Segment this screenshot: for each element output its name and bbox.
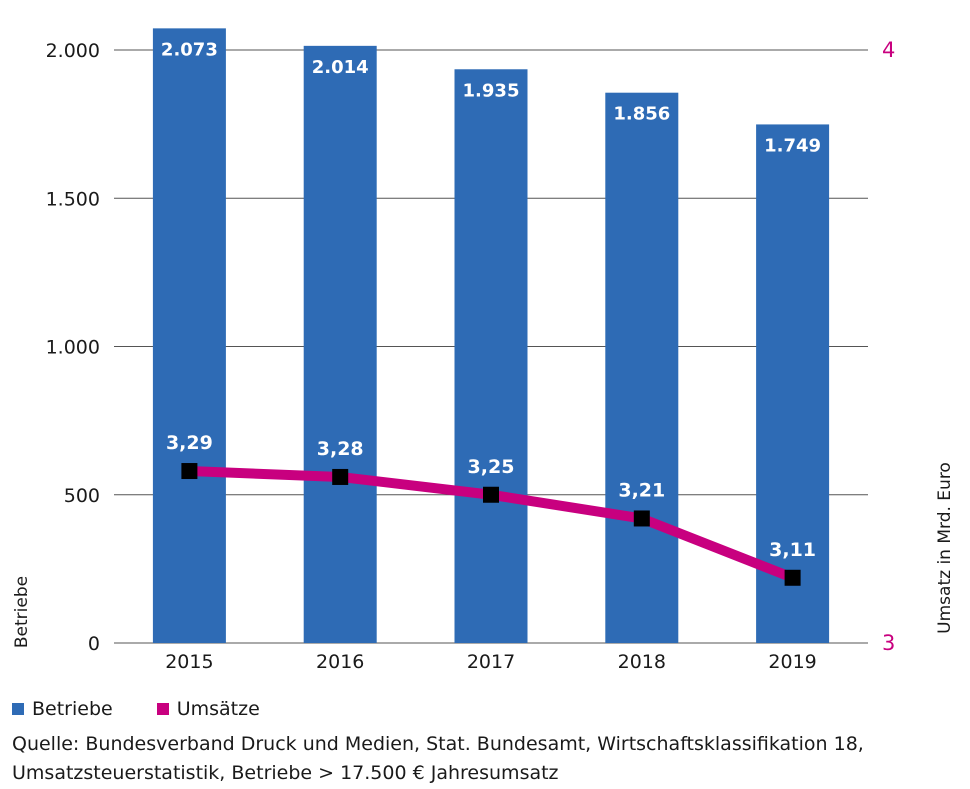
bar-value-label: 1.856 [613, 104, 670, 125]
chart: 0 500 1.000 1.500 2.000 3 4 Betriebe Umsatz in M… [12, 28, 955, 673]
line-value-label: 3,25 [468, 456, 515, 478]
legend-swatch-umsaetze [156, 703, 169, 715]
legend-label-betriebe: Betriebe [32, 698, 113, 720]
line-marker-2019 [784, 569, 801, 586]
bar-value-label: 2.014 [312, 57, 369, 78]
y-left-tick-label: 0 [88, 633, 100, 655]
y-left-tick-label: 2.000 [46, 40, 100, 62]
bar-value-label: 1.935 [463, 80, 520, 101]
y-left-tick-label: 1.000 [46, 337, 100, 359]
legend-item-betriebe: Betriebe [12, 698, 113, 720]
x-tick-label: 2015 [165, 651, 213, 673]
line-marker-2017 [483, 486, 499, 503]
line-value-label: 3,28 [317, 438, 364, 460]
x-tick-label: 2019 [768, 651, 816, 673]
y-left-tick-label: 500 [64, 485, 100, 507]
bar-2017 [454, 69, 528, 643]
x-tick-label: 2017 [467, 651, 515, 673]
legend-swatch-betriebe [12, 703, 24, 715]
legend: Betriebe Umsätze [12, 698, 304, 720]
bar-2015 [152, 28, 226, 644]
x-tick-label: 2018 [618, 651, 666, 673]
bar-2018 [605, 92, 679, 644]
source-note: Quelle: Bundesverband Druck und Medien, … [12, 733, 864, 784]
y-right-axis-title: Umsatz in Mrd. Euro [935, 462, 955, 634]
line-marker-2015 [181, 463, 198, 480]
bar-value-label: 2.073 [161, 39, 218, 60]
y-right-tick-label: 3 [882, 631, 895, 655]
legend-label-umsaetze: Umsätze [176, 698, 260, 720]
line-marker-2018 [633, 510, 650, 527]
bar-2019 [756, 124, 830, 643]
y-right-tick-label: 4 [882, 38, 895, 62]
legend-item-umsaetze: Umsätze [156, 698, 260, 720]
bar-2016 [303, 45, 377, 643]
bar-value-label: 1.749 [764, 135, 821, 156]
line-marker-2016 [332, 468, 349, 485]
line-value-label: 3,29 [166, 432, 213, 454]
y-left-axis-title: Betriebe [12, 576, 32, 648]
y-left-tick-label: 1.500 [46, 188, 100, 210]
line-value-label: 3,11 [769, 539, 816, 561]
line-value-label: 3,21 [618, 479, 665, 501]
x-tick-label: 2016 [316, 651, 364, 673]
